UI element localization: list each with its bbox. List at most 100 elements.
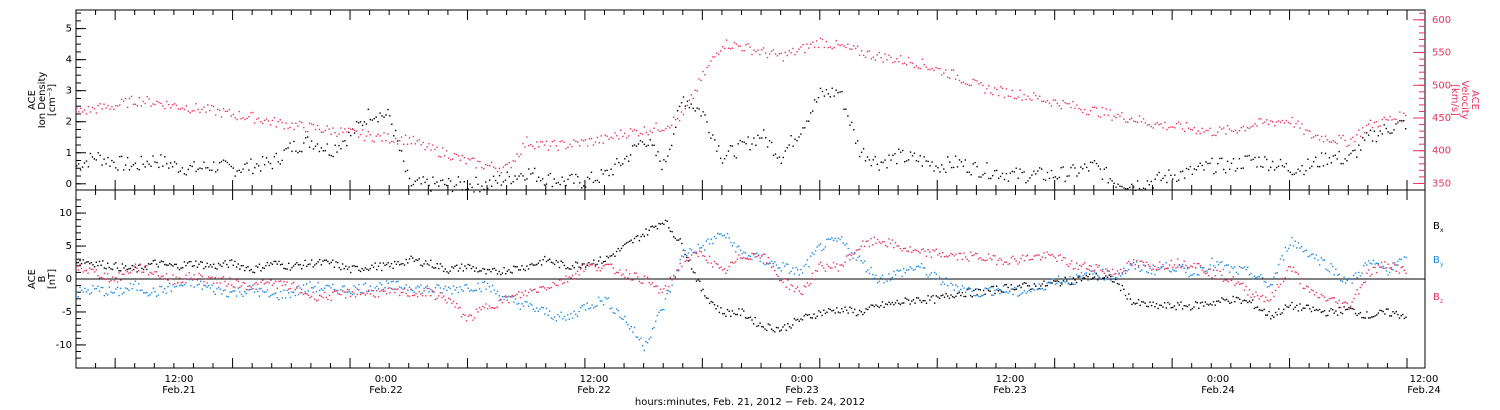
- data-point: [1302, 250, 1304, 253]
- top-right-label-line2: Velocity: [1459, 80, 1470, 119]
- data-point: [124, 269, 127, 272]
- data-point: [265, 264, 267, 267]
- data-point: [1333, 297, 1335, 299]
- data-point: [1356, 289, 1358, 291]
- data-point: [1036, 288, 1039, 290]
- data-point: [1154, 265, 1156, 268]
- data-point: [616, 158, 618, 160]
- data-point: [277, 120, 279, 123]
- data-point: [400, 136, 403, 138]
- data-point: [655, 225, 657, 227]
- top-right-label-line3: [km/s]: [1449, 84, 1460, 116]
- data-point: [1245, 285, 1247, 288]
- data-point: [209, 287, 212, 289]
- data-point: [366, 290, 368, 292]
- data-point: [1346, 160, 1348, 162]
- data-point: [508, 302, 510, 304]
- data-point: [1255, 291, 1257, 293]
- data-point: [434, 286, 437, 289]
- data-point: [175, 263, 177, 266]
- data-point: [451, 190, 454, 193]
- data-point: [1223, 127, 1225, 129]
- data-point: [916, 265, 918, 268]
- data-point: [408, 137, 411, 139]
- data-point: [1320, 257, 1322, 259]
- x-tick-date: Feb.23: [785, 385, 819, 396]
- data-point: [686, 256, 688, 259]
- data-point: [1390, 268, 1393, 271]
- data-point: [500, 172, 503, 174]
- data-point: [1108, 270, 1110, 272]
- data-point: [1333, 274, 1335, 276]
- data-point: [377, 133, 379, 135]
- data-point: [772, 49, 775, 51]
- data-point: [1043, 252, 1045, 254]
- data-point: [818, 244, 820, 246]
- data-point: [273, 260, 275, 263]
- data-point: [586, 145, 589, 147]
- data-point: [586, 264, 588, 267]
- data-point: [147, 295, 150, 297]
- data-point: [1056, 178, 1058, 180]
- data-point: [1072, 277, 1074, 279]
- data-point: [501, 296, 504, 298]
- data-point: [775, 264, 778, 266]
- data-point: [1317, 309, 1319, 312]
- data-point: [921, 58, 923, 60]
- data-point: [802, 44, 804, 46]
- data-point: [663, 223, 665, 225]
- data-point: [629, 272, 631, 275]
- data-point: [227, 283, 230, 285]
- data-point: [1062, 256, 1065, 259]
- data-point: [627, 241, 629, 243]
- data-point: [624, 158, 626, 160]
- data-point: [888, 273, 890, 275]
- data-point: [1265, 281, 1267, 283]
- data-point: [152, 273, 155, 275]
- data-point: [89, 111, 92, 113]
- data-point: [1116, 277, 1119, 279]
- data-point: [1309, 130, 1311, 132]
- data-point: [1044, 101, 1047, 103]
- data-point: [854, 251, 856, 254]
- data-point: [1129, 186, 1131, 189]
- data-point: [560, 260, 562, 262]
- data-point: [1338, 299, 1340, 302]
- data-point: [208, 266, 210, 268]
- data-point: [247, 285, 249, 287]
- data-point: [806, 259, 809, 261]
- data-point: [749, 316, 752, 318]
- data-point: [713, 260, 716, 263]
- data-point: [169, 263, 171, 265]
- data-point: [291, 291, 293, 293]
- data-point: [197, 108, 199, 111]
- data-point: [1379, 125, 1381, 127]
- data-point: [1381, 118, 1383, 121]
- data-point: [748, 258, 750, 260]
- data-point: [952, 166, 955, 169]
- data-point: [444, 183, 446, 186]
- data-point: [108, 286, 110, 288]
- data-point: [847, 43, 849, 45]
- data-point: [824, 312, 827, 315]
- data-point: [244, 163, 246, 165]
- data-point: [1359, 275, 1362, 277]
- data-point: [710, 137, 712, 139]
- data-point: [969, 287, 972, 290]
- data-point: [661, 291, 663, 294]
- data-point: [420, 293, 422, 295]
- data-point: [341, 290, 344, 292]
- data-point: [1075, 274, 1078, 276]
- data-point: [1110, 275, 1112, 278]
- data-point: [829, 267, 831, 269]
- data-point: [1198, 307, 1200, 309]
- data-point: [1121, 284, 1123, 287]
- data-point: [924, 300, 926, 302]
- data-point: [1189, 165, 1192, 168]
- data-point: [213, 263, 215, 265]
- data-point: [382, 262, 385, 264]
- data-point: [1031, 288, 1034, 290]
- data-point: [445, 150, 448, 152]
- data-point: [565, 147, 567, 150]
- data-point: [138, 264, 140, 266]
